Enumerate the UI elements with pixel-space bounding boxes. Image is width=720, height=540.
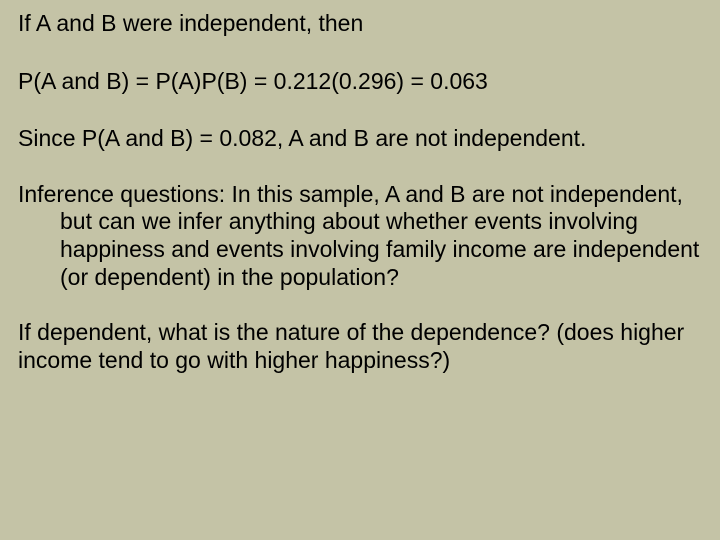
spacer <box>18 38 702 68</box>
spacer <box>18 291 702 319</box>
paragraph-dependence-question: If dependent, what is the nature of the … <box>18 319 702 374</box>
paragraph-equation: P(A and B) = P(A)P(B) = 0.212(0.296) = 0… <box>18 68 702 96</box>
spacer <box>18 95 702 125</box>
slide-container: If A and B were independent, then P(A an… <box>0 0 720 540</box>
paragraph-premise: If A and B were independent, then <box>18 10 702 38</box>
paragraph-inference-question: Inference questions: In this sample, A a… <box>18 181 702 291</box>
paragraph-conclusion: Since P(A and B) = 0.082, A and B are no… <box>18 125 702 153</box>
spacer <box>18 153 702 181</box>
